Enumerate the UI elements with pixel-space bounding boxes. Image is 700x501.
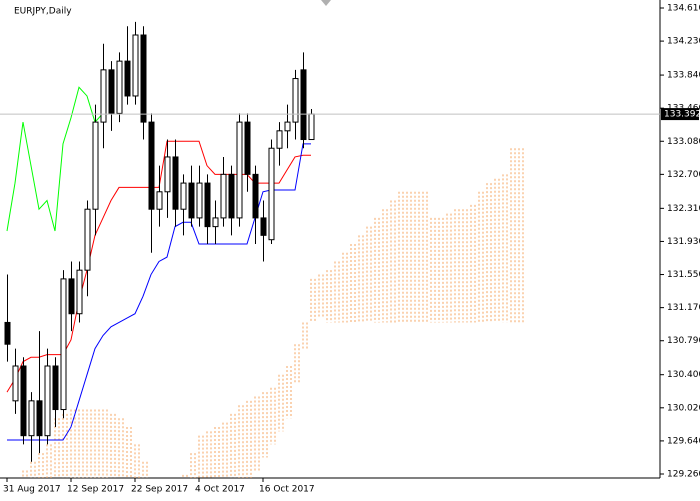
- y-tick-label: 133.840: [667, 71, 700, 81]
- y-tick-label: 131.170: [667, 303, 700, 313]
- y-tick-label: 133.080: [667, 137, 700, 147]
- x-tick-label: 31 Aug 2017: [3, 485, 61, 495]
- candle-body: [172, 156, 179, 210]
- indicator-line: [7, 143, 311, 441]
- candle-body: [212, 217, 219, 228]
- candle-body: [132, 34, 139, 97]
- candle-body: [60, 278, 67, 411]
- y-tick-label: 134.610: [667, 4, 700, 14]
- candle-body: [84, 208, 91, 271]
- candle-body: [204, 182, 211, 228]
- candle-body: [100, 69, 107, 123]
- indicator-line: [6, 86, 104, 232]
- candle-body: [220, 173, 227, 219]
- candle-body: [156, 191, 163, 210]
- candle-body: [4, 321, 11, 345]
- candle-body: [268, 147, 275, 241]
- candle-body: [292, 78, 299, 123]
- price-label: 133.392: [664, 110, 700, 120]
- candle-body: [28, 400, 35, 437]
- candle-body: [164, 156, 171, 193]
- candle-body: [252, 173, 259, 219]
- candle-body: [244, 121, 251, 175]
- candle-body: [180, 182, 187, 210]
- x-tick-label: 4 Oct 2017: [195, 485, 245, 495]
- y-tick-label: 129.640: [667, 436, 700, 446]
- candle-body: [116, 60, 123, 114]
- y-tick-label: 134.230: [667, 37, 700, 47]
- candle-body: [124, 60, 131, 97]
- candle-body: [308, 113, 315, 141]
- candle-body: [188, 182, 195, 219]
- candle-body: [36, 400, 43, 437]
- y-tick-label: 131.550: [667, 270, 700, 280]
- x-tick-label: 22 Sep 2017: [131, 485, 188, 495]
- candle-body: [44, 365, 51, 437]
- candle-body: [20, 365, 27, 437]
- marks: [0, 21, 660, 462]
- candle-body: [52, 365, 59, 411]
- candle-body: [260, 217, 267, 236]
- candle-body: [276, 130, 283, 149]
- y-tick-label: 132.310: [667, 204, 700, 214]
- candle-body: [140, 34, 147, 123]
- price-label-box: [661, 108, 699, 121]
- candle-body: [76, 269, 83, 315]
- x-tick-label: 16 Oct 2017: [259, 485, 315, 495]
- x-tick-label: 12 Sep 2017: [67, 485, 124, 495]
- candle-body: [300, 69, 307, 141]
- candle-body: [12, 365, 19, 402]
- candle-body: [108, 69, 115, 114]
- axes: 134.610134.230133.840133.460133.080132.7…: [3, 4, 700, 495]
- candle-body: [148, 121, 155, 210]
- y-tick-label: 131.930: [667, 237, 700, 247]
- y-tick-label: 130.400: [667, 370, 700, 380]
- candle-body: [228, 173, 235, 219]
- candle-body: [196, 182, 203, 219]
- candle-body: [284, 121, 291, 132]
- cloud: [22, 148, 524, 478]
- candle-body: [236, 121, 243, 219]
- scroll-marker: [321, 0, 331, 6]
- y-tick-label: 129.260: [667, 470, 700, 480]
- y-tick-label: 130.790: [667, 336, 700, 346]
- candle-body: [68, 278, 75, 315]
- chart-title: EURJPY,Daily: [14, 7, 72, 17]
- candle-body: [92, 121, 99, 210]
- y-tick-label: 130.020: [667, 403, 700, 413]
- y-tick-label: 132.700: [667, 170, 700, 180]
